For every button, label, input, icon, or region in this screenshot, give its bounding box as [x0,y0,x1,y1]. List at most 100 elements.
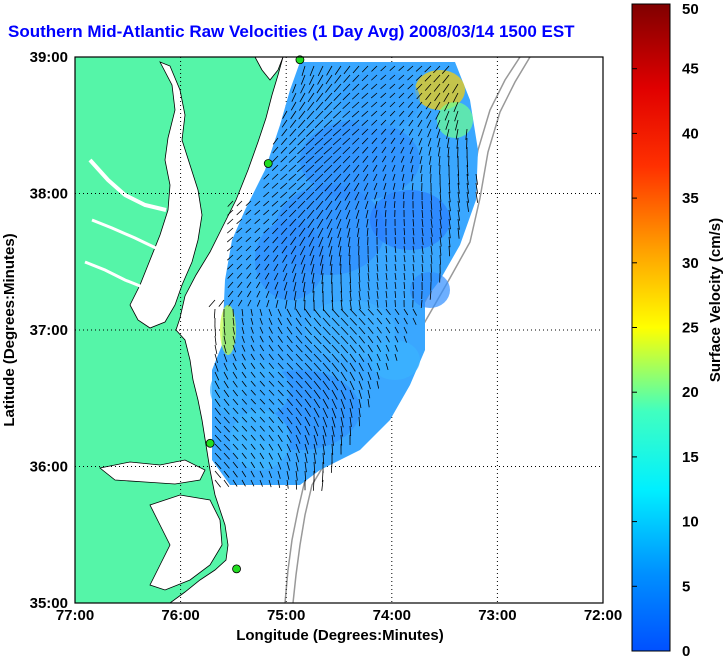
velocity-vector [277,308,282,317]
velocity-vector [420,299,423,309]
velocity-vector [434,101,441,111]
velocity-vector [429,155,432,165]
velocity-vector [305,146,315,155]
velocity-vector [374,200,378,209]
velocity-vector [281,245,288,254]
velocity-vector [342,83,351,92]
velocity-vector [331,425,335,437]
velocity-vector [340,380,347,391]
velocity-vector [415,74,423,81]
velocity-vector [392,182,396,190]
velocity-vector [352,164,360,173]
velocity-vector [288,200,297,208]
velocity-vector [420,173,423,183]
velocity-vector [322,335,331,345]
velocity-vector [289,227,297,236]
velocity-vector [232,353,237,362]
velocity-vector [288,173,297,181]
velocity-vector [389,74,396,80]
velocity-vector [324,92,333,102]
velocity-vector [407,83,414,90]
velocity-vector [331,416,336,428]
velocity-vector [475,182,479,194]
velocity-vector [389,92,396,99]
velocity-vector [466,200,469,212]
colorbar-tick-label: 5 [682,578,690,595]
velocity-vector [334,65,342,75]
velocity-vector [223,389,230,398]
velocity-vector [332,137,342,146]
velocity-vector [313,326,322,336]
velocity-vector [349,326,357,335]
velocity-vector [254,200,261,207]
velocity-vector [295,425,301,435]
velocity-vector [295,353,303,362]
velocity-vector [331,389,338,400]
velocity-vector [223,479,230,488]
velocity-vector [227,254,234,261]
velocity-vector [385,317,391,325]
velocity-vector [254,236,261,243]
velocity-vector [236,272,243,279]
velocity-vector [444,101,450,112]
velocity-patch [370,190,450,250]
velocity-vector [313,371,322,381]
velocity-vector [259,479,263,487]
velocity-vector [333,92,342,101]
velocity-vector [331,380,339,391]
velocity-vector [418,128,423,137]
velocity-vector [439,200,442,211]
velocity-vector [333,101,342,110]
velocity-vector [263,209,270,216]
velocity-vector [340,308,349,318]
velocity-vector [426,119,432,129]
velocity-vector [241,461,247,469]
velocity-vector [308,83,315,94]
velocity-vector [283,281,288,291]
velocity-vector [421,236,424,246]
velocity-vector [351,101,360,109]
velocity-vector [250,407,257,414]
velocity-vector [214,425,222,434]
velocity-vector [232,452,239,460]
velocity-vector [411,182,414,191]
velocity-vector [331,326,340,336]
velocity-vector [241,371,247,379]
velocity-vector [324,173,333,183]
velocity-vector [398,83,405,90]
velocity-vector [398,101,405,108]
velocity-vector [312,281,315,293]
velocity-vector [223,398,230,406]
velocity-vector [255,272,261,280]
velocity-vector [302,281,306,293]
velocity-vector [305,182,315,191]
velocity-vector [362,164,369,173]
y-tick-label: 36:00 [30,459,68,476]
velocity-vector [340,389,346,400]
velocity-vector [295,470,298,481]
velocity-vector [352,155,360,164]
velocity-vector [223,344,227,354]
velocity-vector [403,272,406,281]
velocity-vector [475,173,478,185]
velocity-vector [313,308,321,318]
velocity-vector [241,443,247,450]
velocity-vector [277,371,284,379]
velocity-vector [340,398,346,409]
velocity-vector [263,173,270,180]
velocity-vector [358,272,361,283]
velocity-vector [466,173,469,185]
velocity-vector [263,218,270,225]
velocity-vector [315,200,324,210]
velocity-vector [342,119,351,127]
velocity-vector [367,281,370,291]
velocity-vector [214,335,217,346]
radar-station-marker [232,564,241,574]
velocity-vector [385,263,388,272]
velocity-vector [356,218,360,229]
velocity-vector [324,182,333,192]
velocity-vector [362,155,369,163]
velocity-vector [263,245,270,252]
x-tick-label: 76:00 [161,607,199,624]
velocity-vector [271,209,279,216]
